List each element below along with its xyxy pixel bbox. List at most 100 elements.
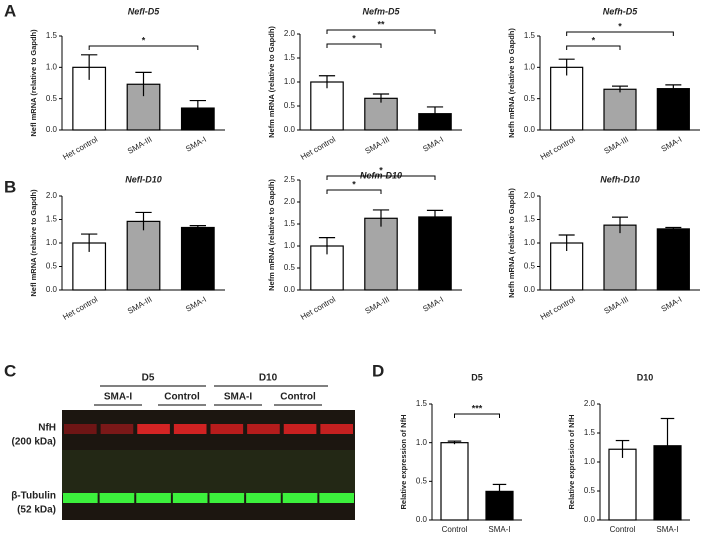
marker-size: (200 kDa) [12,437,56,448]
x-tick-label: Het control [299,135,337,162]
y-tick-label: 1.0 [524,62,536,71]
error-bar [447,440,462,445]
y-axis-label: Nefh mRNA (relative to Gapdh) [507,28,516,138]
y-tick-label: 0.0 [46,285,58,294]
error-bar [135,71,152,97]
tubulin-band [319,493,354,503]
error-bar [372,93,390,103]
significance-label: * [352,33,356,43]
y-tick-label: 1.5 [524,31,536,40]
tubulin-band [99,493,135,503]
y-tick-label: 1.0 [46,238,58,247]
x-tick-label: Het control [61,295,99,322]
x-tick-label: Het control [539,135,577,162]
y-tick-label: 0.5 [284,263,296,272]
significance-bracket [326,29,436,34]
bar [364,217,398,291]
error-bar [660,417,675,474]
y-axis-label: Relative expression of NfH [567,414,576,509]
y-tick-label: 2.0 [284,29,296,38]
bar [364,97,398,131]
y-tick-label: 0.5 [416,476,428,485]
bar [126,83,161,131]
significance-label: *** [472,403,483,413]
x-tick-label: SMA-I [421,135,445,154]
y-tick-label: 0.5 [284,101,296,110]
y-tick-label: 1.5 [46,215,58,224]
y-tick-label: 2.0 [284,197,296,206]
x-tick-label: Het control [299,295,337,322]
significance-bracket [454,413,500,418]
significance-bracket [566,31,674,36]
y-tick-label: 0.5 [524,262,536,271]
chart-title: D10 [637,372,654,382]
significance-label: ** [377,19,385,29]
error-bar [189,99,206,116]
error-bar [81,233,98,252]
significance-bracket [326,175,436,180]
x-tick-label: SMA-I [184,135,208,154]
x-tick-label: SMA-III [602,135,630,156]
y-tick-label: 0.5 [524,94,536,103]
panel-label: C [4,361,16,380]
bar [603,88,637,131]
significance-bracket [88,45,199,50]
chart-title: Nefl-D10 [125,174,162,184]
panel-label: B [4,177,16,196]
chart-title: Nefh-D10 [600,174,640,184]
group-label: Control [280,392,316,403]
bar [656,228,690,291]
marker-name: NfH [38,423,56,434]
significance-label: * [618,21,622,31]
bar [440,442,469,521]
error-bar [665,84,682,93]
y-tick-label: 0.0 [284,125,296,134]
y-tick-label: 0.5 [46,94,58,103]
nfh-band [64,424,97,434]
bar [126,220,161,291]
panel-label: A [4,1,16,20]
significance-label: * [379,165,383,175]
x-tick-label: Control [442,525,468,534]
error-bar [665,226,682,231]
x-tick-label: SMA-III [363,135,391,156]
timepoint-label: D5 [142,373,155,384]
chart-title: Nefm-D10 [360,170,402,180]
y-tick-label: 2.0 [584,399,596,408]
blot-haze [62,450,355,495]
error-bar [426,209,444,224]
chart-title: D5 [471,372,483,382]
y-axis-label: Nefh mRNA (relative to Gapdh) [507,188,516,298]
y-tick-label: 1.5 [524,215,536,224]
bar [180,226,215,291]
nfh-band [210,424,244,434]
x-tick-label: SMA-III [126,135,154,156]
y-tick-label: 0.5 [584,486,596,495]
tubulin-band [282,493,318,503]
significance-label: * [142,35,146,45]
bar [310,81,344,131]
x-tick-label: Het control [539,295,577,322]
x-tick-label: SMA-I [660,135,684,154]
y-tick-label: 1.0 [284,241,296,250]
nfh-band [100,424,134,434]
timepoint-label: D10 [259,373,278,384]
tubulin-band [63,493,98,503]
bar [603,224,637,291]
y-tick-label: 1.0 [46,62,58,71]
significance-bracket [326,43,382,48]
error-bar [492,483,507,499]
error-bar [558,234,575,251]
y-tick-label: 2.0 [46,191,58,200]
error-bar [612,216,628,234]
y-tick-label: 1.5 [416,399,428,408]
error-bar [426,106,444,121]
tubulin-band [209,493,245,503]
group-label: SMA-I [224,392,253,403]
y-tick-label: 1.5 [284,219,296,228]
x-tick-label: SMA-III [602,295,630,316]
error-bar [615,439,630,458]
bar [608,448,637,521]
y-tick-label: 0.0 [584,515,596,524]
nfh-band [247,424,280,434]
